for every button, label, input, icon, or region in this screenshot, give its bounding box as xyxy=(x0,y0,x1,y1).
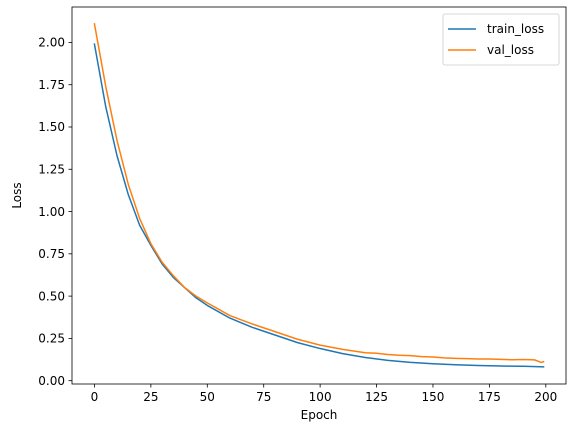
x-axis-label: Epoch xyxy=(301,408,338,422)
x-tick-label: 200 xyxy=(534,390,557,404)
y-tick-label: 0.50 xyxy=(38,289,65,303)
axes-frame xyxy=(71,6,567,385)
y-tick-label: 0.75 xyxy=(38,247,65,261)
x-tick-label: 125 xyxy=(365,390,388,404)
legend: train_loss val_loss xyxy=(442,13,560,66)
x-tick-label: 75 xyxy=(256,390,271,404)
y-tick-label: 1.75 xyxy=(38,78,65,92)
x-tick-label: 0 xyxy=(91,390,99,404)
plot-area xyxy=(71,6,567,385)
x-axis: 0 25 50 75 100 125 150 175 200 xyxy=(91,384,557,404)
y-tick-label: 0.00 xyxy=(38,374,65,388)
x-tick-label: 150 xyxy=(422,390,445,404)
x-tick-label: 100 xyxy=(309,390,332,404)
x-tick-label: 50 xyxy=(200,390,215,404)
y-tick-label: 1.25 xyxy=(38,162,65,176)
series-line-val-loss xyxy=(93,22,545,364)
y-axis-label: Loss xyxy=(10,182,24,208)
legend-frame xyxy=(442,13,560,66)
legend-label-train-loss: train_loss xyxy=(487,22,544,36)
y-tick-label: 2.00 xyxy=(38,36,65,50)
y-tick-label: 0.25 xyxy=(38,332,65,346)
series-layer xyxy=(93,22,545,368)
y-axis: 0.00 0.25 0.50 0.75 1.00 1.25 1.50 1.75 2.00 xyxy=(38,36,72,388)
legend-label-val-loss: val_loss xyxy=(487,43,534,57)
y-tick-label: 1.50 xyxy=(38,120,65,134)
axes-background xyxy=(72,7,566,384)
x-tick-label: 25 xyxy=(143,390,158,404)
y-tick-label: 1.00 xyxy=(38,205,65,219)
series-line-train-loss xyxy=(93,43,545,368)
x-tick-label: 175 xyxy=(478,390,501,404)
